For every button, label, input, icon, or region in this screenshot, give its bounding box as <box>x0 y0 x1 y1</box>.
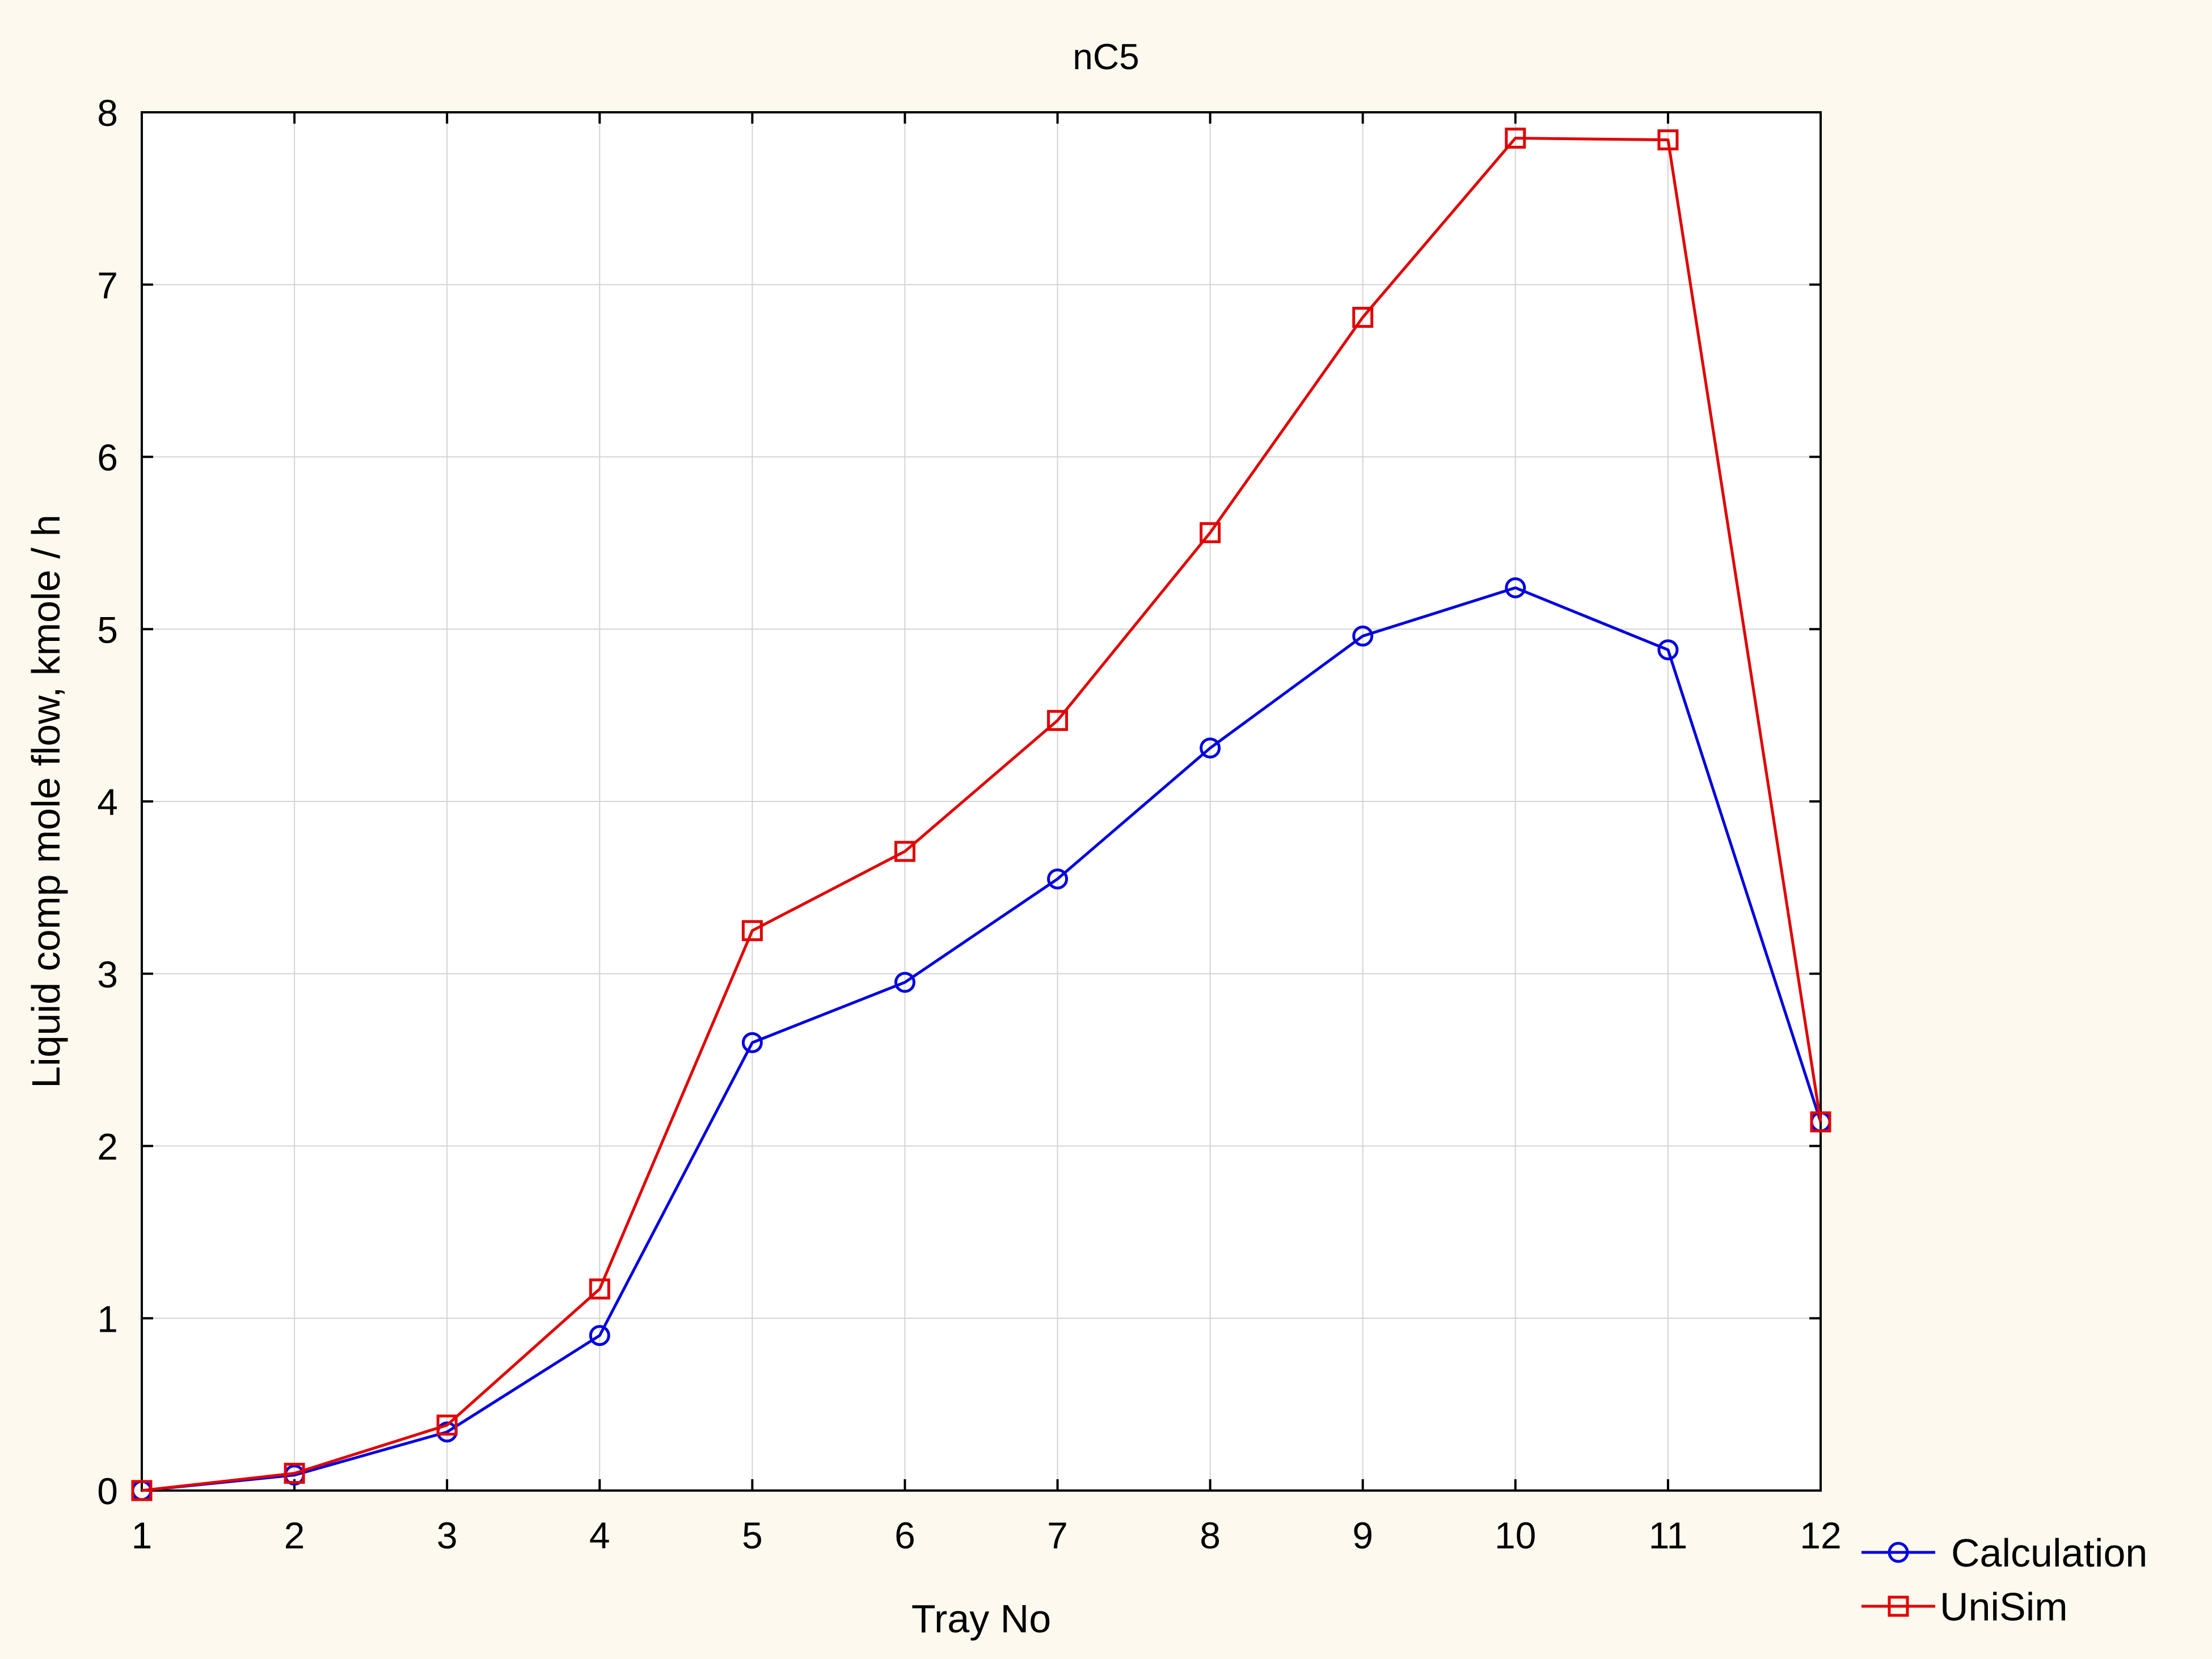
data-point-unisim <box>894 841 915 862</box>
x-tick-label: 1 <box>132 1514 153 1556</box>
y-tick-label: 0 <box>97 1470 118 1512</box>
x-axis-title: Tray No <box>911 1597 1051 1641</box>
legend-label-unisim: UniSim <box>1940 1585 2068 1629</box>
series-line-calculation <box>141 586 1822 1492</box>
y-tick-label: 5 <box>97 609 118 651</box>
legend-item-calculation: Calculation <box>1861 1531 2147 1575</box>
data-point-calculation <box>741 1032 763 1053</box>
data-point-unisim <box>1047 710 1069 731</box>
legend: Calculation UniSim <box>1861 1531 2147 1629</box>
y-tick-label: 1 <box>97 1298 118 1340</box>
x-tick-label: 3 <box>437 1514 458 1556</box>
x-tick-label: 11 <box>1649 1514 1688 1556</box>
data-point-unisim <box>284 1463 305 1484</box>
data-point-unisim <box>741 920 763 942</box>
legend-marker-circle-icon <box>1888 1542 1909 1563</box>
data-point-unisim <box>1810 1111 1831 1133</box>
chart-title: nC5 <box>1073 36 1139 77</box>
x-tick-label: 4 <box>589 1514 610 1556</box>
x-tick-label: 2 <box>284 1514 305 1556</box>
data-point-unisim <box>589 1278 610 1300</box>
series-layer <box>131 128 1831 1501</box>
data-point-calculation <box>1352 625 1374 647</box>
y-axis-title: Liquid comp mole flow, kmole / h <box>24 514 68 1088</box>
data-point-unisim <box>1657 129 1679 151</box>
data-point-calculation <box>1657 639 1679 661</box>
data-point-calculation <box>1505 577 1526 598</box>
x-tick-label: 5 <box>742 1514 763 1556</box>
y-tick-label: 8 <box>97 92 118 134</box>
series-line-unisim <box>141 137 1822 1492</box>
plot-frame <box>141 111 1822 1492</box>
legend-item-unisim: UniSim <box>1861 1585 2068 1629</box>
data-point-unisim <box>1200 522 1221 543</box>
grid <box>142 112 1821 1491</box>
data-point-calculation <box>1200 737 1221 759</box>
series-unisim <box>131 128 1831 1501</box>
y-tick-label: 2 <box>97 1126 118 1168</box>
legend-label-calculation: Calculation <box>1951 1531 2147 1575</box>
y-tick-label: 3 <box>97 953 118 995</box>
y-tick-label: 7 <box>97 264 118 306</box>
data-point-unisim <box>436 1415 458 1436</box>
x-tick-label: 6 <box>894 1514 915 1556</box>
data-point-unisim <box>1505 128 1526 149</box>
x-tick-label: 12 <box>1800 1514 1841 1556</box>
y-tick-label: 6 <box>97 437 118 479</box>
data-point-calculation <box>589 1325 610 1346</box>
x-tick-label: 7 <box>1047 1514 1068 1556</box>
data-point-unisim <box>131 1480 153 1501</box>
data-point-unisim <box>1352 306 1374 328</box>
x-tick-label: 8 <box>1200 1514 1221 1556</box>
data-point-calculation <box>1047 868 1069 890</box>
y-tick-label: 4 <box>97 781 118 823</box>
legend-marker-square-icon <box>1888 1595 1909 1617</box>
data-point-calculation <box>894 972 915 993</box>
x-tick-label: 10 <box>1495 1514 1536 1556</box>
x-tick-label: 9 <box>1352 1514 1373 1556</box>
